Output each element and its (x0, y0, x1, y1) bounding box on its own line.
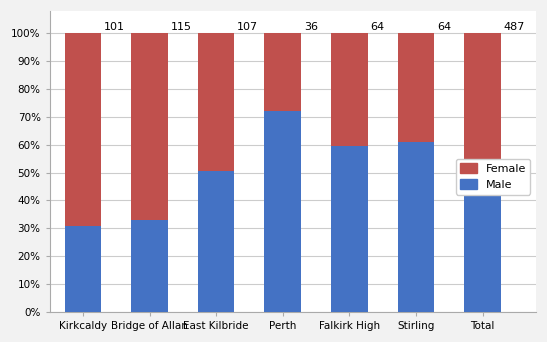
Bar (131, 220, 168, 312)
Bar (131, 34, 168, 220)
Bar (464, 34, 501, 183)
Bar (198, 171, 235, 312)
Bar (65, 34, 101, 226)
Bar (264, 111, 301, 312)
Text: 36: 36 (304, 22, 318, 32)
Bar (264, 34, 301, 111)
Bar (464, 183, 501, 312)
Text: 487: 487 (504, 22, 525, 32)
Bar (398, 34, 434, 142)
Text: 64: 64 (437, 22, 451, 32)
Bar (65, 226, 101, 312)
Text: 64: 64 (370, 22, 385, 32)
Bar (331, 146, 368, 312)
Text: 115: 115 (171, 22, 191, 32)
Bar (331, 34, 368, 146)
Bar (198, 34, 235, 171)
Text: 101: 101 (104, 22, 125, 32)
Text: 107: 107 (237, 22, 258, 32)
Legend: Female, Male: Female, Male (456, 159, 531, 195)
Bar (398, 142, 434, 312)
